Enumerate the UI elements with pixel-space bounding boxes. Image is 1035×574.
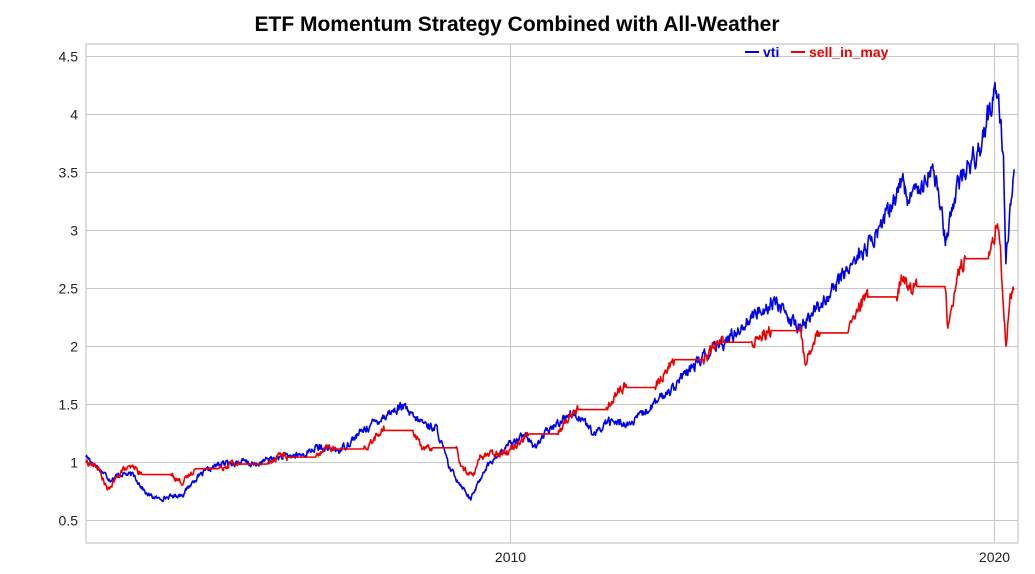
series-lines: [85, 81, 1015, 503]
y-tick-label: 3: [70, 223, 78, 239]
y-tick-label: 0.5: [59, 513, 79, 529]
plot-frame: [85, 43, 1019, 544]
legend: vti sell_in_may: [745, 44, 889, 60]
y-tick-label: 2: [70, 339, 78, 355]
x-tick-label: 2020: [979, 549, 1010, 565]
legend-label-sell-in-may: sell_in_may: [809, 44, 889, 60]
y-tick-label: 2.5: [59, 281, 79, 297]
y-tick-label: 4.5: [59, 49, 79, 65]
series-line-vti: [85, 81, 1015, 503]
axes: 0.5 1 1.5 2 2.5 3 3.5 4 4.5 2010 2020: [59, 43, 1019, 565]
y-tick-label: 3.5: [59, 165, 79, 181]
legend-label-vti: vti: [763, 44, 779, 60]
chart-title: ETF Momentum Strategy Combined with All-…: [254, 13, 779, 36]
x-tick-label: 2010: [495, 549, 526, 565]
y-tick-label: 1.5: [59, 397, 79, 413]
series-line-sell-in-may: [85, 223, 1015, 491]
y-tick-label: 1: [70, 455, 78, 471]
y-tick-label: 4: [70, 107, 78, 123]
